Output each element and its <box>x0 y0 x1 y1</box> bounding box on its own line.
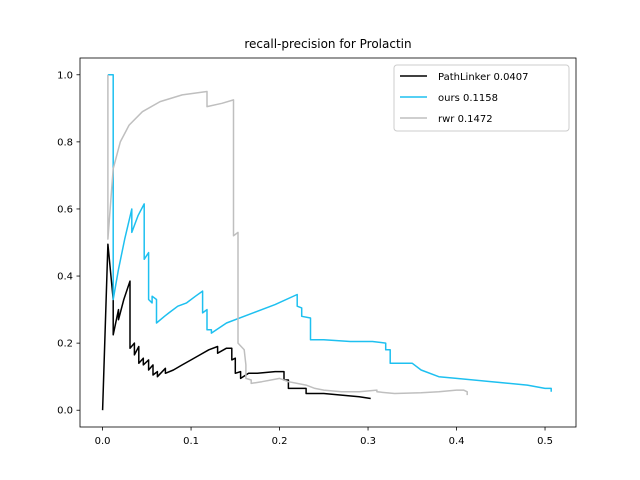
axes: 0.0 0.1 0.2 0.3 0.4 0.5 0.0 0.2 0.4 0.6 0.8 1.0 <box>57 57 577 447</box>
x-tick-label: 0.5 <box>537 436 553 447</box>
x-tick-label: 0.3 <box>360 436 376 447</box>
legend-label-0: PathLinker 0.0407 <box>438 72 529 83</box>
chart-title: recall-precision for Prolactin <box>244 37 411 51</box>
legend-label-1: ours 0.1158 <box>438 93 498 104</box>
y-tick-label: 0.8 <box>57 137 73 148</box>
x-tick-label: 0.1 <box>183 436 199 447</box>
y-tick-label: 1.0 <box>57 70 73 81</box>
series-line-2 <box>107 74 468 396</box>
legend-box <box>393 64 570 132</box>
x-tick-label: 0.4 <box>449 436 465 447</box>
y-tick-label: 0.6 <box>57 204 73 215</box>
x-tick-label: 0.0 <box>95 436 111 447</box>
series-line-0 <box>101 243 371 411</box>
legend-label-2: rwr 0.1472 <box>438 114 493 125</box>
series-line-1 <box>107 74 552 392</box>
y-tick-label: 0.0 <box>57 406 73 417</box>
plot-area <box>101 74 552 411</box>
y-tick-label: 0.2 <box>57 339 73 350</box>
x-tick-label: 0.2 <box>272 436 288 447</box>
axes-frame <box>79 57 577 428</box>
legend: PathLinker 0.0407 ours 0.1158 rwr 0.1472 <box>393 64 570 132</box>
y-tick-label: 0.4 <box>57 272 73 283</box>
